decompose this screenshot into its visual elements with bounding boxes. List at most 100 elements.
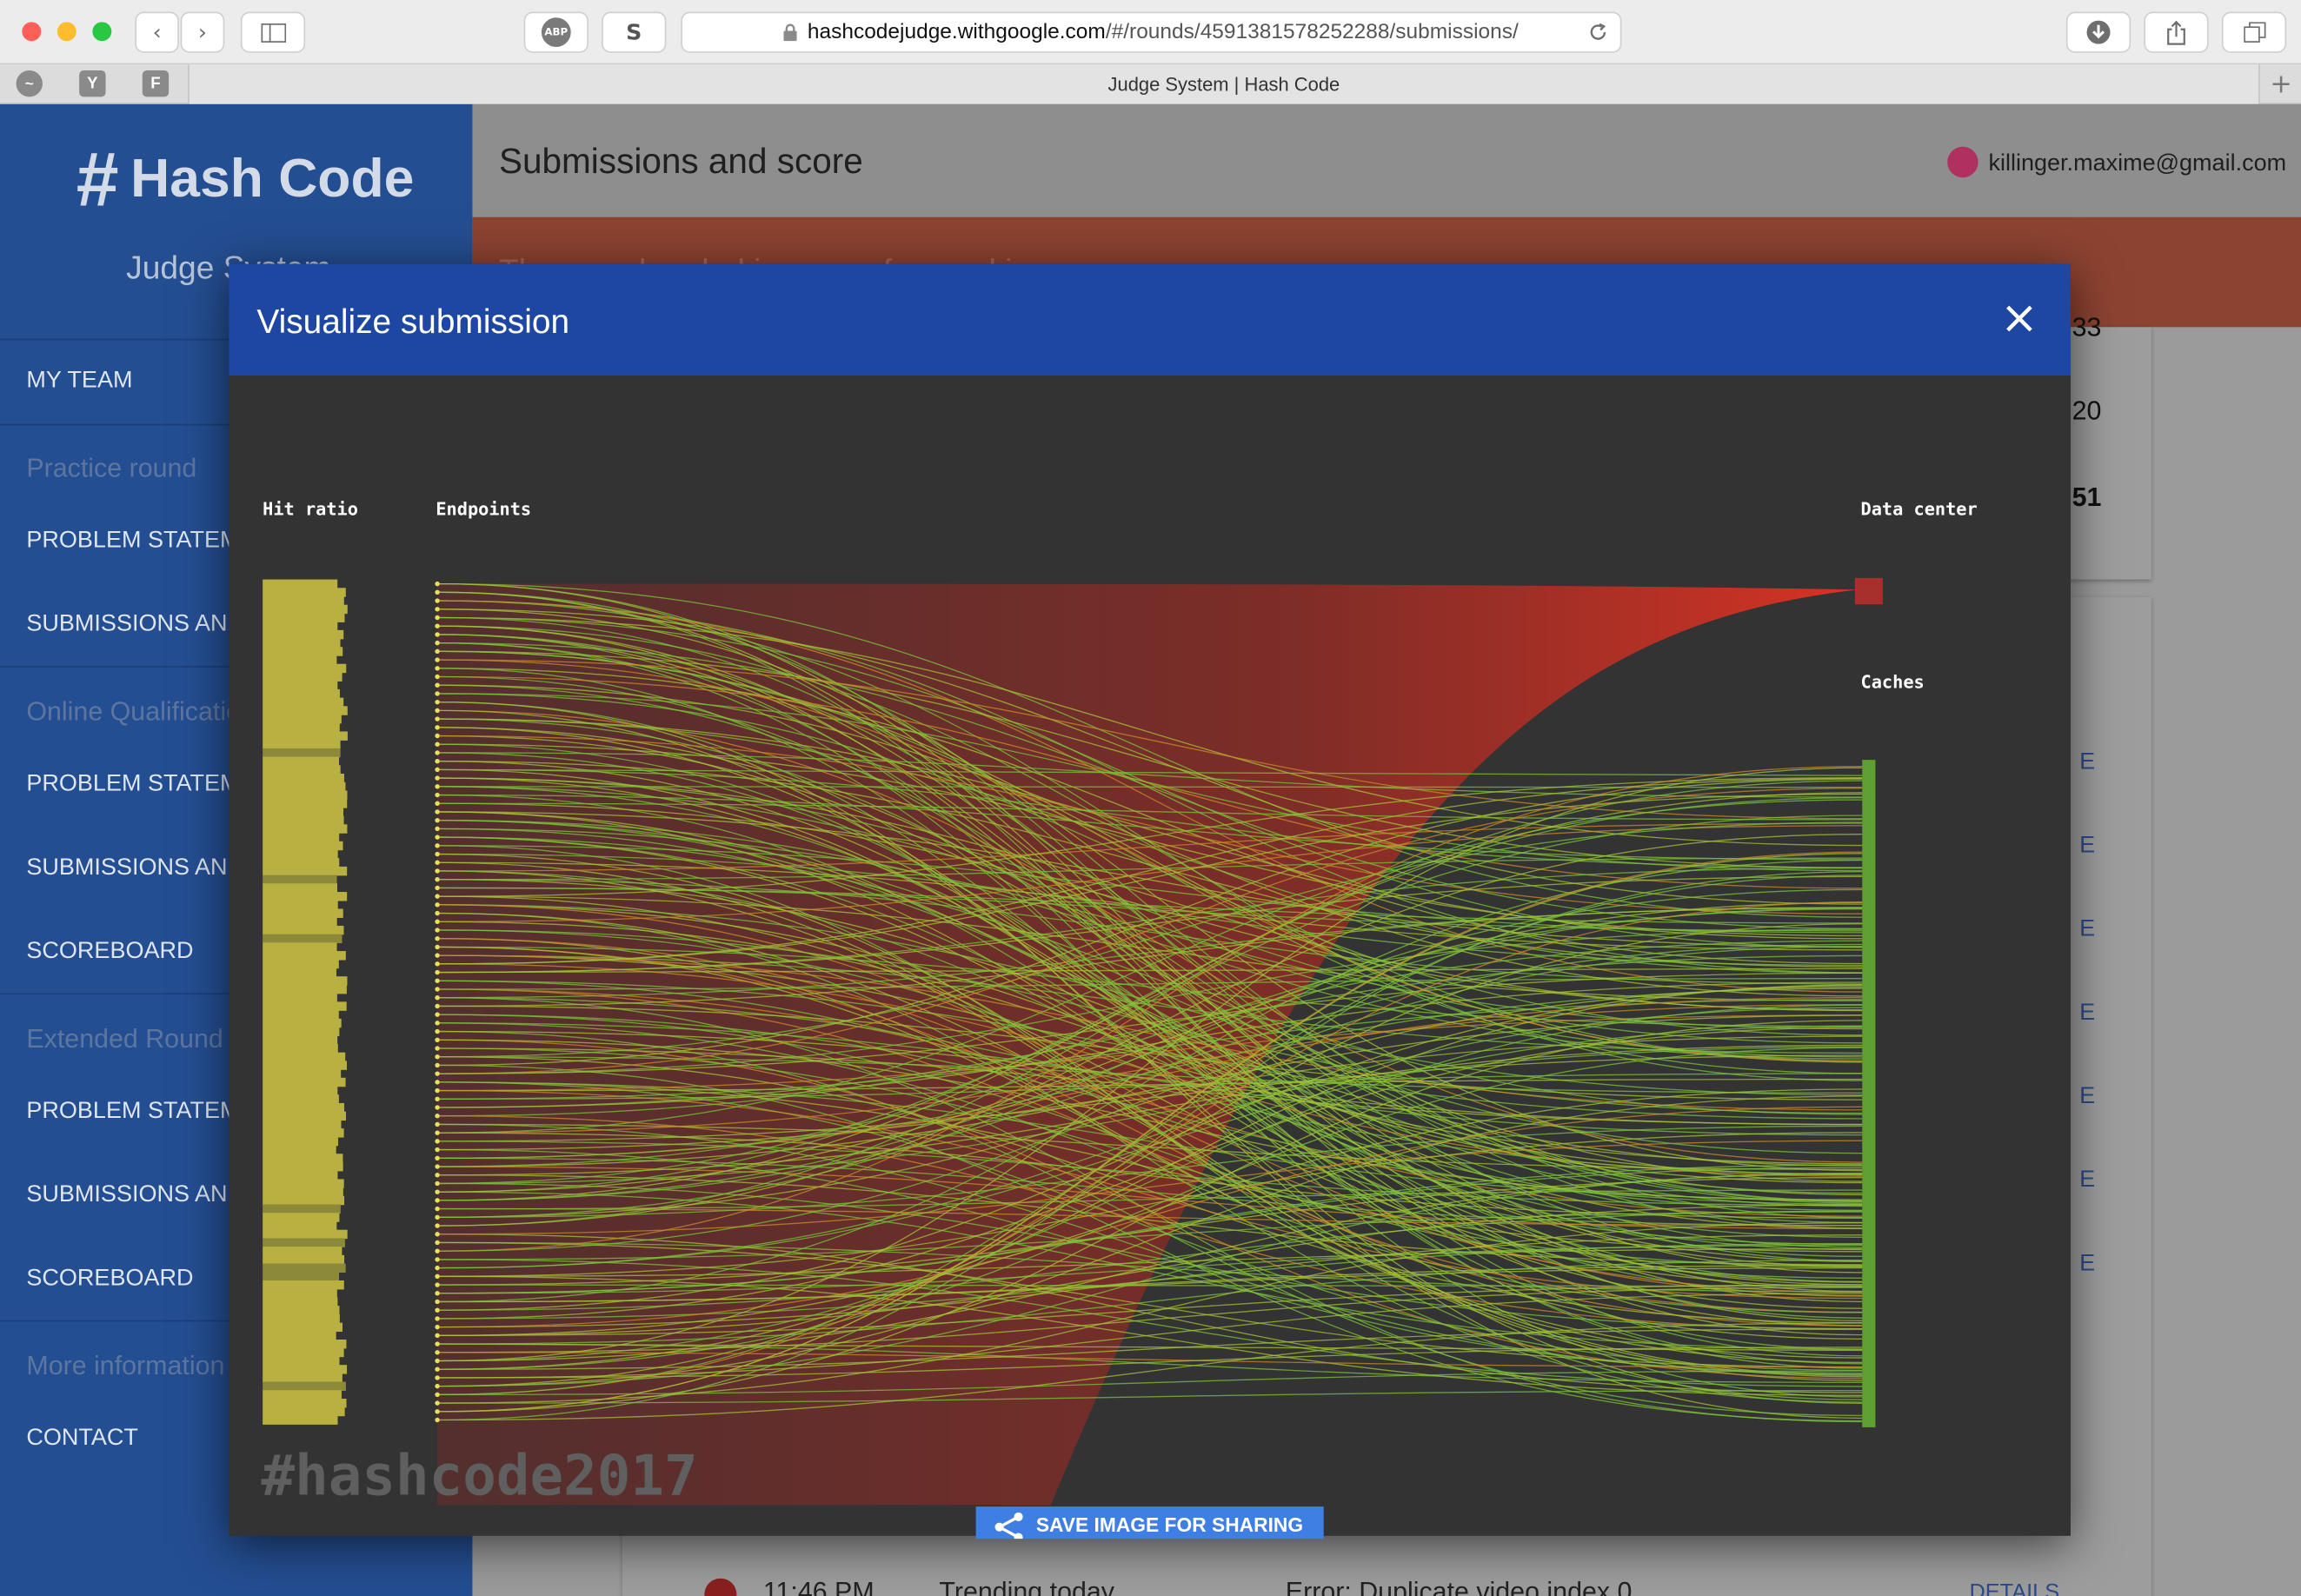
close-icon[interactable]: × — [1999, 291, 2038, 345]
hit-ratio-bar — [263, 1120, 342, 1129]
cache-link — [438, 981, 1863, 1108]
hit-ratio-bar — [263, 629, 344, 640]
cache-link — [438, 1234, 1863, 1328]
endpoint-node — [435, 767, 440, 773]
details-link[interactable]: E — [2079, 916, 2096, 942]
browser-toolbar: ‹ › ABP S hashcodejudge.withgoogle.com/#… — [0, 0, 2301, 65]
url-host: hashcodejudge.withgoogle.com — [807, 20, 1106, 44]
cache-link — [438, 815, 1863, 1185]
hit-ratio-bar — [263, 1052, 346, 1062]
endpoint-node — [435, 1021, 440, 1026]
minimize-window-button[interactable] — [57, 22, 76, 42]
hit-ratio-bar — [263, 908, 343, 918]
new-tab-button[interactable]: + — [2270, 69, 2292, 100]
forward-button[interactable]: › — [180, 11, 225, 53]
tabs-overview-button[interactable] — [2221, 11, 2287, 53]
score-value: 51 — [2072, 482, 2102, 512]
endpoint-node — [435, 851, 440, 857]
page-title: Submissions and score — [498, 142, 863, 183]
endpoint-node — [435, 598, 440, 603]
hit-ratio-bar — [263, 815, 344, 826]
hit-ratio-bar — [263, 968, 336, 977]
cache-link — [438, 1189, 1863, 1210]
sidebar-item-contact[interactable]: CONTACT — [26, 1426, 138, 1451]
endpoint-node — [435, 978, 440, 983]
details-link[interactable]: E — [2079, 833, 2096, 859]
cache-link — [438, 1140, 1863, 1235]
hit-ratio-bar — [263, 697, 344, 708]
cache-link — [438, 1007, 1863, 1269]
hit-ratio-bar — [263, 672, 342, 682]
details-link[interactable]: E — [2079, 1084, 2096, 1109]
endpoint-node — [435, 885, 440, 891]
endpoint-node — [435, 1273, 440, 1280]
cache-link — [438, 871, 1863, 1421]
hit-ratio-bar — [263, 1204, 341, 1214]
reload-icon[interactable] — [1588, 22, 1609, 43]
hit-ratio-bar — [263, 1247, 342, 1256]
share-button[interactable] — [2144, 11, 2209, 53]
endpoint-node — [435, 1392, 440, 1398]
details-link[interactable]: E — [2079, 1251, 2096, 1277]
cache-link — [438, 887, 1863, 924]
sidebar-item-scoreboard[interactable]: SCOREBOARD — [26, 939, 194, 964]
endpoint-node — [435, 1265, 440, 1271]
hit-ratio-bar — [263, 1187, 343, 1197]
hit-ratio-bar — [263, 1094, 339, 1104]
close-window-button[interactable] — [22, 22, 42, 42]
endpoint-node — [435, 1173, 440, 1178]
cache-link — [438, 777, 1863, 1044]
hit-ratio-bar — [263, 1220, 337, 1231]
endpoint-node — [435, 607, 440, 612]
cache-link — [438, 988, 1863, 1159]
hit-ratio-bar — [263, 706, 348, 715]
details-link[interactable]: DETAILS — [1969, 1579, 2060, 1596]
endpoint-nodes — [435, 581, 440, 1423]
cache-link — [438, 1047, 1863, 1370]
cache-link — [438, 895, 1863, 1287]
cache-link — [438, 828, 1863, 1030]
cache-link — [438, 1328, 1863, 1370]
messenger-favicon[interactable]: ~ — [16, 70, 43, 97]
user-account[interactable]: killinger.maxime@gmail.com — [1947, 146, 2286, 178]
cache-link — [438, 1210, 1863, 1311]
s-extension-button[interactable]: S — [602, 11, 667, 53]
cache-link — [438, 811, 1863, 1230]
save-image-button[interactable]: SAVE IMAGE FOR SHARING — [975, 1506, 1324, 1539]
sidebar-item-my-team[interactable]: MY TEAM — [26, 368, 133, 394]
endpoint-node — [435, 741, 440, 747]
sidebar-item-scoreboard[interactable]: SCOREBOARD — [26, 1266, 194, 1291]
cache-link — [438, 1106, 1863, 1328]
y-favicon[interactable]: Y — [79, 70, 106, 97]
hit-ratio-bar — [263, 1313, 340, 1324]
hash-code-logo[interactable]: # Hash Code — [76, 136, 415, 224]
endpoint-node — [435, 758, 440, 764]
active-tab[interactable]: Judge System | Hash Code — [188, 64, 2260, 104]
cache-link — [438, 1004, 1863, 1362]
cache-link — [438, 888, 1863, 1218]
address-bar[interactable]: hashcodejudge.withgoogle.com/#/rounds/45… — [681, 11, 1622, 53]
hit-ratio-bar — [263, 1179, 344, 1188]
hit-ratio-bar — [263, 1061, 347, 1070]
hit-ratio-bar — [263, 807, 343, 817]
endpoint-node — [435, 961, 440, 967]
f-favicon[interactable]: F — [142, 70, 170, 97]
hit-ratio-bar — [263, 1229, 348, 1240]
endpoint-node — [435, 1080, 440, 1085]
details-link[interactable]: E — [2079, 1000, 2096, 1026]
adblock-extension-button[interactable]: ABP — [523, 11, 589, 53]
details-link[interactable]: E — [2079, 1167, 2096, 1193]
zoom-window-button[interactable] — [92, 22, 112, 42]
sidebar-toggle-button[interactable] — [240, 11, 306, 53]
cache-link — [438, 845, 1863, 1400]
cache-link — [438, 822, 1863, 872]
downloads-button[interactable] — [2065, 11, 2131, 53]
cache-link — [438, 1284, 1863, 1337]
hit-ratio-bar — [263, 595, 344, 606]
details-link[interactable]: E — [2079, 749, 2096, 775]
cache-link — [438, 928, 1863, 1074]
cache-link — [438, 765, 1863, 1252]
cache-link — [438, 780, 1863, 1227]
back-button[interactable]: ‹ — [135, 11, 179, 53]
hit-ratio-bar — [263, 1077, 346, 1087]
